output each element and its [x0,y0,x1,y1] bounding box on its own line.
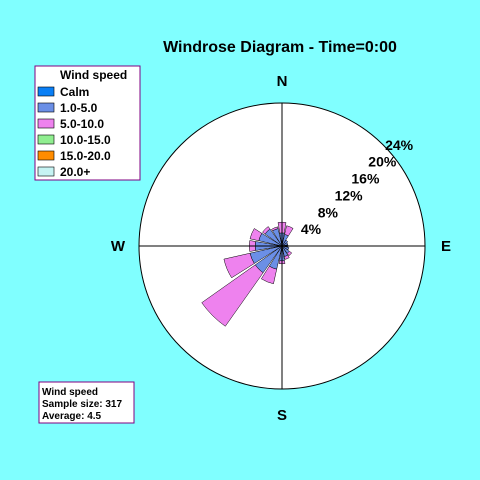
ring-label-20: 20% [368,154,397,170]
stats-box: Wind speed Sample size: 317 Average: 4.5 [38,381,135,424]
stats-sample-size: Sample size: 317 [42,399,122,410]
petal-sw-series-1 [201,264,264,327]
legend-entries: Calm 1.0-5.0 5.0-10.0 10.0-15.0 15.0-20.0 20.… [37,85,111,179]
stats-box-frame [38,381,135,424]
petal-ssw-series-1 [260,265,277,285]
legend-label-4: 15.0-20.0 [60,149,111,163]
legend-swatch-4 [37,150,55,161]
ring-label-8: 8% [318,204,339,220]
legend-label-1: 1.0-5.0 [60,101,98,115]
legend-title: Wind speed [60,68,127,82]
petal-wnw-series-1 [249,228,263,241]
petal-nnw-series-1 [271,226,279,232]
petal-nw-series-1 [262,226,271,235]
cardinal-e: E [441,238,451,255]
legend-label-0: Calm [60,85,89,99]
cardinal-n: N [277,73,288,90]
legend-swatch-1 [37,102,55,113]
legend-swatch-0 [37,86,55,97]
legend-label-5: 20.0+ [60,165,90,179]
petal-nne-series-1 [284,225,294,237]
legend-swatch-5 [37,166,55,177]
stats-average: Average: 4.5 [42,411,102,422]
ring-label-16: 16% [351,171,380,187]
ring-label-12: 12% [335,187,364,203]
legend-label-2: 5.0-10.0 [60,117,104,131]
stats-title: Wind speed [42,387,98,398]
legend-swatch-2 [37,118,55,129]
legend: Wind speed Calm 1.0-5.0 5.0-10.0 10.0-15.0 1… [34,65,141,181]
cardinal-w: W [111,238,126,255]
petal-ene-series-0 [281,242,289,247]
ring-label-24: 24% [385,137,414,153]
petal-sse-series-1 [284,254,290,260]
cardinal-s: S [277,407,287,424]
legend-swatch-3 [37,134,55,145]
ring-labels-group: 4%8%12%16%20%24% [301,137,414,237]
chart-title: Windrose Diagram - Time=0:00 [163,39,397,56]
petal-ne-series-0 [281,239,289,247]
legend-label-3: 10.0-15.0 [60,133,111,147]
petal-se-series-1 [286,250,293,257]
petal-wsw-series-1 [223,252,255,279]
ring-label-4: 4% [301,221,322,237]
